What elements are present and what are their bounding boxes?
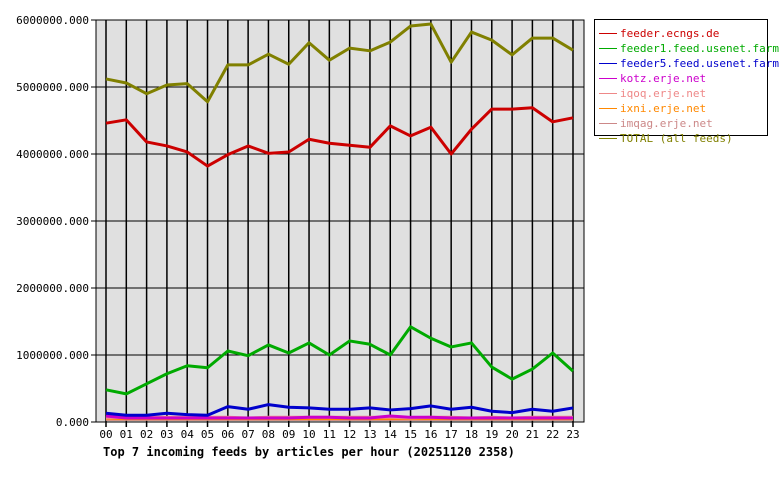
legend-line-icon [599, 92, 617, 94]
legend-line-icon [599, 47, 617, 49]
legend-item: feeder5.feed.usenet.farm [599, 56, 779, 71]
legend-line-icon [599, 107, 617, 109]
legend-line-icon [599, 62, 617, 64]
legend-line-icon [599, 122, 617, 124]
legend-item: iqoq.erje.net [599, 86, 706, 101]
x-tick-label: 16 [424, 428, 437, 441]
data-series [105, 22, 574, 421]
x-tick-label: 09 [282, 428, 295, 441]
grid-lines [91, 19, 584, 427]
x-tick-label: 04 [181, 428, 195, 441]
legend-item: ixni.erje.net [599, 101, 706, 116]
series-line [105, 325, 574, 396]
x-tick-label: 05 [201, 428, 214, 441]
x-tick-label: 10 [302, 428, 315, 441]
y-tick-label: 5000000.000 [16, 81, 89, 94]
legend-item: TOTAL (all feeds) [599, 131, 733, 146]
legend-item: feeder1.feed.usenet.farm [599, 41, 779, 56]
x-tick-label: 11 [323, 428, 336, 441]
y-tick-label: 3000000.000 [16, 215, 89, 228]
chart-title: Top 7 incoming feeds by articles per hou… [103, 445, 515, 459]
legend-item: imqag.erje.net [599, 116, 713, 131]
legend-label: ixni.erje.net [620, 102, 707, 115]
legend-label: imqag.erje.net [620, 117, 713, 130]
chart-legend: feeder.ecngs.de feeder1.feed.usenet.farm f… [594, 19, 779, 145]
y-tick-label: 4000000.000 [16, 148, 89, 161]
legend-line-icon [599, 32, 617, 34]
x-tick-label: 12 [343, 428, 356, 441]
legend-line-icon [599, 137, 617, 139]
legend-label: iqoq.erje.net [620, 87, 707, 100]
legend-label: feeder5.feed.usenet.farm [620, 57, 779, 70]
x-tick-label: 21 [526, 428, 539, 441]
x-tick-label: 14 [384, 428, 398, 441]
legend-label: kotz.erje.net [620, 72, 707, 85]
x-tick-label: 07 [242, 428, 255, 441]
series-line [105, 414, 573, 420]
legend-label: feeder1.feed.usenet.farm [620, 42, 779, 55]
y-tick-label: 2000000.000 [16, 282, 89, 295]
x-tick-label: 17 [445, 428, 458, 441]
x-tick-label: 23 [566, 428, 579, 441]
x-tick-label: 15 [404, 428, 417, 441]
legend-item: kotz.erje.net [599, 71, 706, 86]
x-tick-label: 02 [140, 428, 153, 441]
legend-line-icon [599, 77, 617, 79]
series-line [105, 106, 574, 168]
x-tick-label: 22 [546, 428, 559, 441]
y-axis-ticks: 0.000 1000000.000 2000000.000 3000000.000 40… [16, 14, 89, 429]
x-tick-label: 00 [99, 428, 112, 441]
x-tick-label: 18 [465, 428, 478, 441]
legend-label: TOTAL (all feeds) [620, 132, 733, 145]
x-tick-label: 13 [363, 428, 376, 441]
x-tick-label: 08 [262, 428, 275, 441]
x-tick-label: 03 [160, 428, 173, 441]
legend-label: feeder.ecngs.de [620, 27, 720, 40]
x-tick-label: 19 [485, 428, 498, 441]
x-tick-label: 01 [120, 428, 133, 441]
y-tick-label: 6000000.000 [16, 14, 89, 27]
legend-item: feeder.ecngs.de [599, 26, 719, 41]
x-axis-ticks: 00 01 02 03 04 05 06 07 08 09 10 11 12 13 14 15 16 17 18 19… [99, 428, 579, 441]
y-tick-label: 0.000 [56, 416, 89, 429]
x-tick-label: 06 [221, 428, 234, 441]
x-tick-label: 20 [505, 428, 518, 441]
y-tick-label: 1000000.000 [16, 349, 89, 362]
series-line [105, 22, 574, 104]
series-line [105, 403, 574, 417]
